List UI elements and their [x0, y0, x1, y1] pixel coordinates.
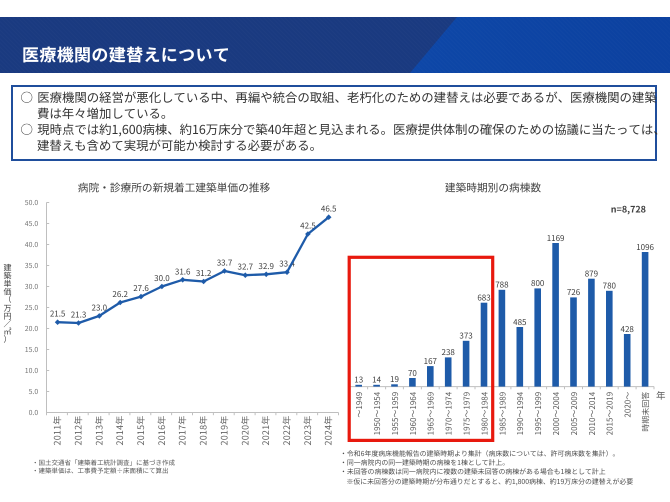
svg-text:238: 238 [442, 347, 456, 358]
svg-text:780: 780 [603, 281, 617, 292]
svg-text:27.6: 27.6 [133, 283, 149, 294]
svg-text:167: 167 [424, 356, 438, 367]
svg-text:1955〜1959: 1955〜1959 [390, 391, 401, 435]
svg-text:1995〜1999: 1995〜1999 [533, 391, 544, 435]
svg-text:2016年: 2016年 [155, 416, 168, 446]
svg-text:35.0: 35.0 [25, 260, 39, 270]
svg-text:30.0: 30.0 [25, 281, 39, 291]
svg-text:726: 726 [567, 287, 581, 298]
svg-text:21.3: 21.3 [71, 310, 87, 321]
svg-text:年: 年 [656, 388, 666, 402]
svg-text:2010〜2014: 2010〜2014 [587, 391, 598, 435]
svg-text:33.7: 33.7 [217, 258, 233, 269]
svg-text:2024年: 2024年 [322, 416, 335, 446]
svg-text:n=8,728: n=8,728 [611, 203, 646, 216]
svg-text:2020年: 2020年 [238, 416, 251, 446]
svg-text:1950〜1954: 1950〜1954 [372, 391, 383, 435]
svg-text:2000〜2004: 2000〜2004 [551, 391, 562, 435]
svg-text:2020〜: 2020〜 [623, 392, 634, 418]
svg-text:2014年: 2014年 [113, 416, 126, 446]
svg-text:1965〜1969: 1965〜1969 [426, 391, 437, 435]
svg-text:1096: 1096 [636, 242, 654, 253]
svg-text:26.2: 26.2 [112, 289, 128, 300]
svg-text:2012年: 2012年 [72, 416, 85, 446]
svg-text:20.0: 20.0 [25, 323, 39, 333]
svg-text:32.7: 32.7 [238, 262, 254, 273]
svg-text:時期未回答: 時期未回答 [641, 392, 652, 432]
svg-text:683: 683 [477, 293, 490, 304]
svg-text:32.9: 32.9 [258, 261, 274, 272]
svg-text:23.0: 23.0 [92, 302, 108, 313]
svg-text:15.0: 15.0 [25, 344, 39, 354]
svg-text:25.0: 25.0 [25, 302, 39, 312]
svg-text:2005〜2009: 2005〜2009 [569, 391, 580, 435]
svg-text:2013年: 2013年 [92, 416, 105, 446]
svg-text:〜1949: 〜1949 [354, 391, 365, 417]
svg-text:2021年: 2021年 [259, 416, 272, 446]
svg-text:2017年: 2017年 [176, 416, 189, 446]
svg-text:2022年: 2022年 [280, 416, 293, 446]
svg-text:2019年: 2019年 [218, 416, 231, 446]
svg-text:45.0: 45.0 [25, 218, 39, 228]
svg-text:1970〜1974: 1970〜1974 [444, 391, 455, 435]
svg-text:2023年: 2023年 [301, 416, 314, 446]
svg-text:2011年: 2011年 [51, 416, 64, 446]
svg-text:31.2: 31.2 [196, 268, 212, 279]
svg-text:13: 13 [354, 375, 363, 386]
svg-text:40.0: 40.0 [25, 239, 39, 249]
svg-text:1960〜1964: 1960〜1964 [408, 391, 419, 435]
svg-text:1990〜1994: 1990〜1994 [515, 391, 526, 435]
svg-text:10.0: 10.0 [25, 365, 39, 375]
svg-text:2018年: 2018年 [197, 416, 210, 446]
svg-text:1169: 1169 [547, 233, 565, 244]
svg-text:14: 14 [372, 375, 381, 386]
svg-text:42.5: 42.5 [300, 221, 316, 232]
svg-text:21.5: 21.5 [50, 309, 66, 320]
svg-text:485: 485 [513, 317, 527, 328]
svg-text:病院・診療所の新規着工建築単価の推移: 病院・診療所の新規着工建築単価の推移 [78, 181, 271, 196]
svg-text:788: 788 [495, 280, 509, 291]
svg-text:1980〜1984: 1980〜1984 [479, 391, 490, 435]
svg-text:0.0: 0.0 [29, 407, 39, 417]
svg-text:30.0: 30.0 [154, 273, 170, 284]
svg-text:46.5: 46.5 [321, 204, 337, 215]
svg-text:31.6: 31.6 [175, 266, 191, 277]
svg-text:428: 428 [621, 324, 635, 335]
svg-text:70: 70 [408, 368, 417, 379]
svg-text:800: 800 [531, 278, 545, 289]
svg-text:2015〜2019: 2015〜2019 [605, 391, 616, 435]
svg-text:5.0: 5.0 [29, 386, 39, 396]
svg-text:879: 879 [585, 269, 599, 280]
svg-text:50.0: 50.0 [25, 197, 39, 207]
svg-text:2015年: 2015年 [134, 416, 147, 446]
svg-text:33.4: 33.4 [279, 259, 295, 270]
svg-text:373: 373 [459, 331, 472, 342]
svg-text:建築時期別の病棟数: 建築時期別の病棟数 [445, 181, 542, 196]
svg-text:19: 19 [390, 374, 399, 385]
svg-text:1975〜1979: 1975〜1979 [462, 391, 473, 435]
svg-text:1985〜1989: 1985〜1989 [497, 391, 508, 435]
